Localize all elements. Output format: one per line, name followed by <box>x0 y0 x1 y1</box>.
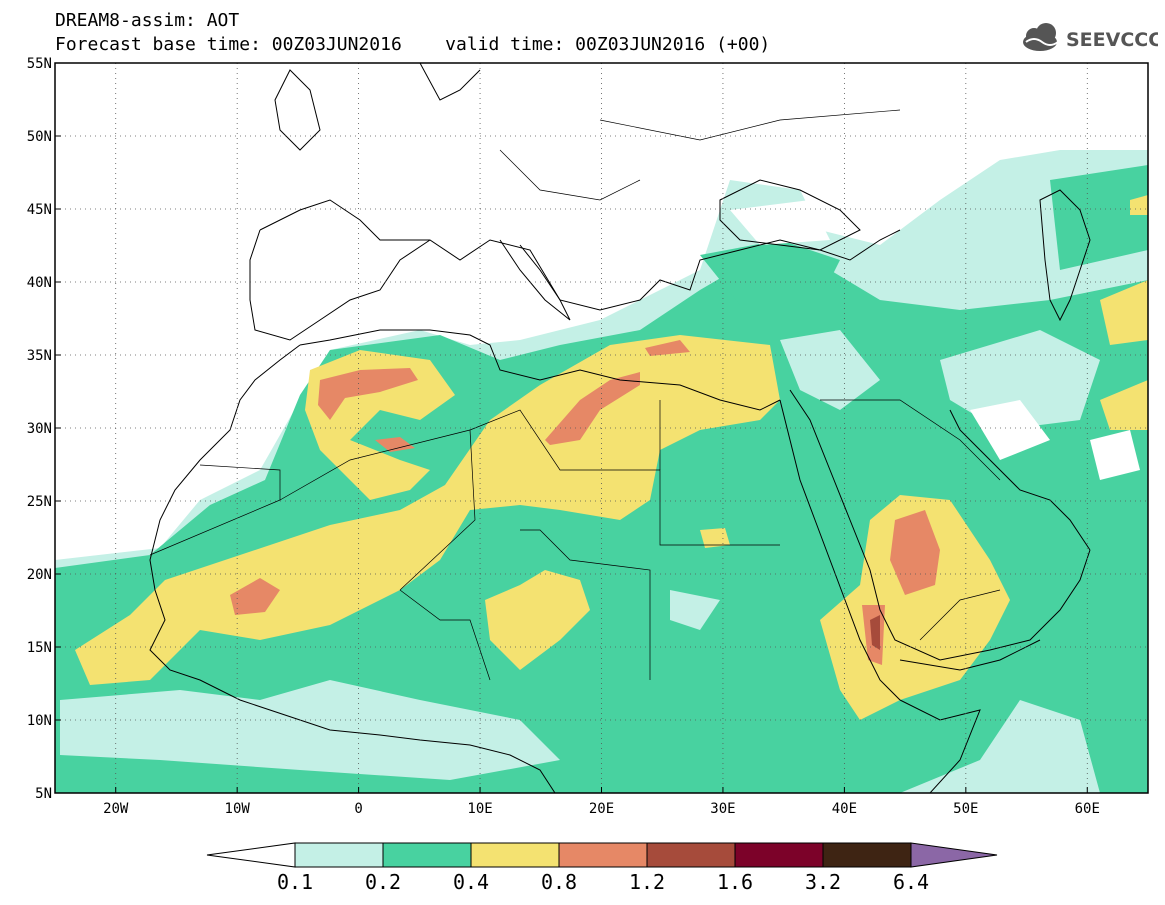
valid-time-label: valid time: 00Z03JUN2016 (+00) <box>445 34 771 55</box>
border-8 <box>919 589 1001 641</box>
aot-band-1.2-g <box>870 615 880 650</box>
lat-tick-label: 15N <box>27 640 52 656</box>
aot-band-0.4-east <box>1100 280 1148 345</box>
coast-caspian <box>1039 189 1091 322</box>
base-time-label: Forecast base time: 00Z03JUN2016 <box>55 34 402 55</box>
legend-threshold-label: 1.2 <box>629 870 665 894</box>
coast-red-sea-east <box>789 389 1091 661</box>
coast-west-africa <box>149 344 556 793</box>
seevccc-logo: SEEVCCC <box>1023 23 1158 51</box>
coast-arabia-south <box>899 639 1041 671</box>
legend-threshold-label: 6.4 <box>893 870 929 894</box>
aot-band-0.2-caspian <box>1050 165 1148 270</box>
aot-band-0.4-arabia <box>820 495 1010 720</box>
legend-threshold-label: 3.2 <box>805 870 841 894</box>
legend-swatch <box>382 842 472 868</box>
lat-tick-label: 50N <box>27 129 52 145</box>
lon-tick-label: 0 <box>354 801 362 817</box>
aot-hole-2 <box>670 590 720 630</box>
aot-band-0.4-small <box>700 528 730 548</box>
lat-tick-label: 45N <box>27 202 52 218</box>
lat-tick-label: 25N <box>27 494 52 510</box>
aot-band-0.4-chad <box>485 570 590 670</box>
lat-tick-label: 10N <box>27 713 52 729</box>
lon-tick-label: 20W <box>103 801 129 817</box>
lat-ticks: 5N 10N 15N 20N 25N 30N 35N 40N 45N 50N 55N <box>27 56 61 802</box>
coast-italy <box>499 239 571 321</box>
legend-threshold-label: 1.6 <box>717 870 753 894</box>
coast-black-sea <box>719 179 861 251</box>
chart-title: DREAM8-assim: AOT <box>55 10 240 31</box>
legend-threshold-label: 0.4 <box>453 870 489 894</box>
lon-tick-label: 10W <box>225 801 251 817</box>
coast-iberia <box>249 229 431 341</box>
time-info: Forecast base time: 00Z03JUN2016 valid t… <box>55 34 770 55</box>
aot-band-0.8-c <box>545 372 640 445</box>
coast-horn <box>899 699 981 793</box>
color-legend: 0.1 0.2 0.4 0.8 1.2 1.6 3.2 6.4 <box>206 842 998 894</box>
legend-swatch <box>822 842 912 868</box>
legend-swatch <box>734 842 824 868</box>
legend-threshold-label: 0.2 <box>365 870 401 894</box>
aot-hole-7 <box>780 330 880 410</box>
lon-tick-label: 40E <box>832 801 857 817</box>
aot-band-0.8-e <box>645 340 690 356</box>
lon-tick-label: 60E <box>1075 801 1100 817</box>
coast-gulf <box>949 409 1091 551</box>
lat-tick-label: 40N <box>27 275 52 291</box>
legend-swatch <box>646 842 736 868</box>
lat-tick-label: 30N <box>27 421 52 437</box>
lon-ticks: 20W 10W 0 10E 20E 30E 40E 50E 60E <box>103 787 1100 817</box>
border-2 <box>149 464 281 556</box>
lat-tick-label: 55N <box>27 56 52 72</box>
coast-scandinavia <box>419 63 481 101</box>
border-10 <box>499 149 641 201</box>
coast-north-africa <box>299 329 781 411</box>
legend-swatch <box>558 842 648 868</box>
border-9 <box>599 109 901 141</box>
border-7 <box>820 399 1001 481</box>
coast-europe <box>259 199 901 311</box>
border-3 <box>469 409 780 546</box>
coastlines <box>149 63 1091 793</box>
logo-text: SEEVCCC <box>1066 29 1158 51</box>
aot-band-0.8-b <box>375 437 415 452</box>
aot-hole-4 <box>970 400 1050 460</box>
aot-band-0.8-a <box>318 368 418 420</box>
aot-band-0.8-f <box>890 510 940 595</box>
legend-arrow-high <box>910 842 998 868</box>
coast-uk <box>274 69 321 151</box>
lat-tick-label: 5N <box>35 786 52 802</box>
aot-hole-1 <box>60 680 560 780</box>
lat-tick-label: 35N <box>27 348 52 364</box>
aot-hole-6 <box>730 200 830 245</box>
lon-tick-label: 10E <box>467 801 492 817</box>
coast-red-sea-west <box>779 399 901 701</box>
lat-tick-label: 20N <box>27 567 52 583</box>
border-5 <box>520 529 651 680</box>
lon-tick-label: 20E <box>589 801 614 817</box>
aot-band-0.8-d <box>230 578 280 615</box>
legend-swatch <box>294 842 384 868</box>
legend-swatch <box>470 842 560 868</box>
legend-threshold-label: 0.8 <box>541 870 577 894</box>
aot-band-0.4-east2 <box>1100 380 1148 430</box>
aot-band-0.2-med <box>700 240 840 305</box>
aot-band-0.4-east3 <box>1130 195 1148 215</box>
lon-tick-label: 50E <box>953 801 978 817</box>
country-borders <box>149 109 1001 681</box>
border-6 <box>399 589 491 681</box>
cloud-icon <box>1023 23 1059 51</box>
legend-arrow-low <box>206 842 296 868</box>
lon-tick-label: 30E <box>710 801 735 817</box>
legend-threshold-label: 0.1 <box>277 870 313 894</box>
aot-hole-5 <box>1090 430 1140 480</box>
